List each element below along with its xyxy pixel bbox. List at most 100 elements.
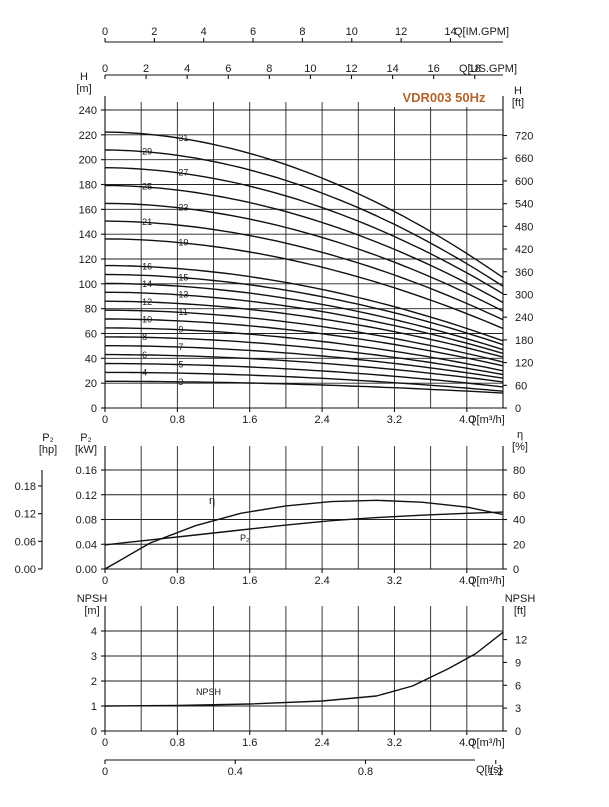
stage-label-27: -27 bbox=[175, 168, 188, 178]
lps-axis-label: Q[l/s] bbox=[476, 764, 502, 776]
head-xtick-label: 0 bbox=[102, 414, 108, 426]
head-xtick-label: 2.4 bbox=[314, 414, 329, 426]
npsh-xtick-label: 4.0 bbox=[459, 737, 474, 749]
head-ft-tick-label: 720 bbox=[515, 131, 533, 143]
npsh-ft-tick-label: 6 bbox=[515, 680, 521, 692]
head-ytick-label: 60 bbox=[85, 329, 97, 341]
usgpm-tick-label: 4 bbox=[184, 63, 190, 75]
head-ytick-label: 140 bbox=[79, 229, 97, 241]
head-ft-tick-label: 0 bbox=[515, 403, 521, 415]
imgpm-tick-label: 14 bbox=[444, 26, 456, 38]
eta-tick-label: 0 bbox=[513, 564, 519, 576]
npsh-curve bbox=[104, 631, 504, 707]
kw-axis-label: P₂ [kW] bbox=[75, 432, 97, 456]
npsh-ft-tick-label: 12 bbox=[515, 635, 527, 647]
npsh-xtick-label: 0.8 bbox=[170, 737, 185, 749]
head-chart: 0204060801001201401601802002202400601201… bbox=[76, 26, 533, 426]
imgpm-tick-label: 12 bbox=[395, 26, 407, 38]
stage-label-12: -12 bbox=[139, 297, 152, 307]
imgpm-axis-label: Q[IM.GPM] bbox=[454, 26, 509, 38]
head-xtick-label: 3.2 bbox=[387, 414, 402, 426]
pe-xtick-label: 3.2 bbox=[387, 575, 402, 587]
usgpm-tick-label: 8 bbox=[266, 63, 272, 75]
head-xtick-label: 1.6 bbox=[242, 414, 257, 426]
head-curve-stage-23 bbox=[104, 202, 504, 312]
pe-xtick-label: 1.6 bbox=[242, 575, 257, 587]
imgpm-tick-label: 2 bbox=[151, 26, 157, 38]
head-ft-axis-label: H [ft] bbox=[512, 85, 524, 109]
npsh-ft-tick-label: 0 bbox=[515, 726, 521, 738]
stage-label-8: -8 bbox=[139, 332, 147, 342]
lps-tick-label: 0.4 bbox=[228, 766, 243, 778]
pe-xtick-label: 0.8 bbox=[170, 575, 185, 587]
head-ft-tick-label: 420 bbox=[515, 244, 533, 256]
stage-label-15: -15 bbox=[175, 272, 188, 282]
head-curve-stage-31 bbox=[104, 131, 504, 279]
head-ytick-label: 100 bbox=[79, 279, 97, 291]
hp-tick-label: 0.12 bbox=[15, 509, 36, 521]
eta-tick-label: 40 bbox=[513, 515, 525, 527]
npsh-xtick-label: 0 bbox=[102, 737, 108, 749]
head-curve-stage-13 bbox=[105, 291, 504, 355]
kw-tick-label: 0.16 bbox=[76, 465, 97, 477]
head-curve-stage-25 bbox=[104, 184, 504, 304]
npsh-m-tick-label: 1 bbox=[91, 701, 97, 713]
usgpm-axis-label: Q[US.GPM] bbox=[459, 63, 517, 75]
usgpm-tick-label: 0 bbox=[102, 63, 108, 75]
head-curve-stage-4 bbox=[105, 371, 504, 392]
head-ft-tick-label: 600 bbox=[515, 176, 533, 188]
stage-label-11: -11 bbox=[175, 307, 187, 317]
stage-label-19: -19 bbox=[175, 237, 188, 247]
head-curve-stage-14 bbox=[105, 282, 504, 351]
stage-label-25: -25 bbox=[139, 182, 152, 192]
stage-label-21: -21 bbox=[139, 217, 152, 227]
head-x-axis-label: Q[m³/h] bbox=[468, 414, 505, 426]
head-ytick-label: 200 bbox=[79, 155, 97, 167]
power-curve bbox=[104, 511, 504, 546]
stage-label-29: -29 bbox=[139, 146, 152, 156]
head-curve-stage-10 bbox=[105, 318, 504, 367]
efficiency-curve-label: η bbox=[209, 495, 215, 507]
head-curve-stage-12 bbox=[104, 300, 504, 358]
npsh-m-tick-label: 0 bbox=[91, 726, 97, 738]
head-curve-stage-21 bbox=[104, 220, 504, 321]
head-curve-stage-3 bbox=[105, 380, 504, 394]
head-ft-tick-label: 60 bbox=[515, 380, 527, 392]
stage-label-4: -4 bbox=[139, 368, 147, 378]
head-curve-stage-29 bbox=[104, 149, 504, 287]
npsh-m-axis-label: NPSH [m] bbox=[77, 593, 108, 617]
imgpm-tick-label: 10 bbox=[346, 26, 358, 38]
kw-tick-label: 0.12 bbox=[76, 490, 97, 502]
head-ft-tick-label: 120 bbox=[515, 358, 533, 370]
stage-label-14: -14 bbox=[139, 279, 152, 289]
hp-tick-label: 0.00 bbox=[15, 564, 36, 576]
npsh-m-tick-label: 3 bbox=[91, 651, 97, 663]
imgpm-tick-label: 0 bbox=[102, 26, 108, 38]
head-curve-stage-8 bbox=[105, 336, 504, 376]
head-ft-tick-label: 480 bbox=[515, 221, 533, 233]
head-ytick-label: 80 bbox=[85, 304, 97, 316]
head-ft-tick-label: 240 bbox=[515, 312, 533, 324]
usgpm-tick-label: 16 bbox=[428, 63, 440, 75]
eta-axis-label: η [%] bbox=[512, 429, 528, 453]
stage-label-6: -6 bbox=[139, 350, 147, 360]
npsh-x-axis-label: Q[m³/h] bbox=[468, 737, 505, 749]
npsh-m-tick-label: 2 bbox=[91, 676, 97, 688]
head-curve-stage-19 bbox=[104, 238, 504, 330]
stage-label-3: -3 bbox=[175, 377, 183, 387]
npsh-curve-label: NPSH bbox=[196, 687, 221, 697]
usgpm-tick-label: 18 bbox=[469, 63, 481, 75]
npsh-xtick-label: 2.4 bbox=[314, 737, 329, 749]
lps-tick-label: 1.2 bbox=[488, 766, 503, 778]
head-ytick-label: 20 bbox=[85, 378, 97, 390]
usgpm-tick-label: 10 bbox=[304, 63, 316, 75]
npsh-xtick-label: 1.6 bbox=[242, 737, 257, 749]
head-ft-tick-label: 360 bbox=[515, 267, 533, 279]
usgpm-tick-label: 12 bbox=[345, 63, 357, 75]
head-curve-stage-11 bbox=[105, 309, 504, 363]
head-xtick-label: 0.8 bbox=[170, 414, 185, 426]
title-background bbox=[390, 87, 498, 107]
imgpm-tick-label: 6 bbox=[250, 26, 256, 38]
pe-xtick-label: 4.0 bbox=[459, 575, 474, 587]
head-ytick-label: 160 bbox=[79, 204, 97, 216]
